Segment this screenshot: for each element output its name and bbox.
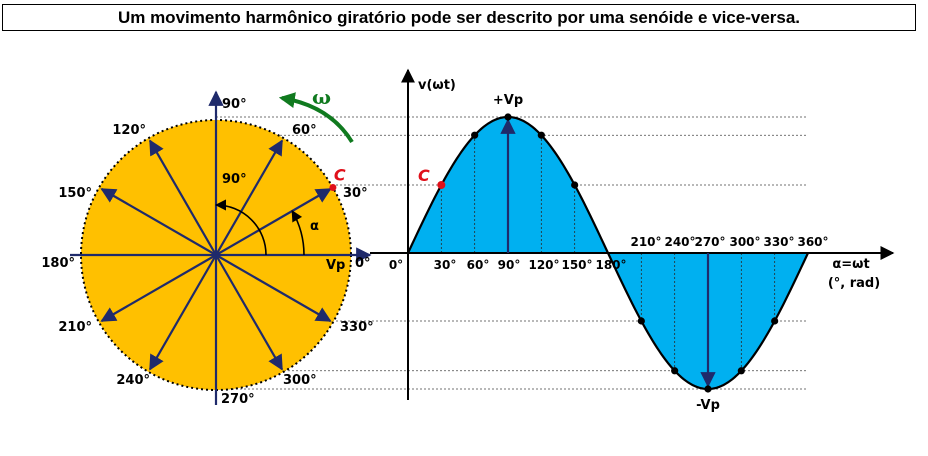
peak-label: +Vp xyxy=(493,93,523,108)
x-tick-label-270: 270° xyxy=(694,235,725,249)
x-axis-label: α=ωt xyxy=(832,257,869,272)
alpha-label: α xyxy=(310,219,319,234)
x-tick-label-360: 360° xyxy=(797,235,828,249)
circle-angle-label-300: 300° xyxy=(283,373,317,388)
vector-330-arrow xyxy=(215,254,332,322)
x-tick-label-90: 90° xyxy=(498,258,521,272)
point-c-circle-label: C xyxy=(334,166,346,185)
x-tick-label-60: 60° xyxy=(467,258,490,272)
page-title: Um movimento harmônico giratório pode se… xyxy=(2,4,916,31)
vector-120-arrow xyxy=(149,139,217,256)
point-c-circle-marker xyxy=(329,184,337,191)
ninety-degree-arc xyxy=(214,199,267,256)
vector-240-arrow xyxy=(149,254,217,371)
omega-rotation-arrow xyxy=(278,92,354,144)
x-tick-label-120: 120° xyxy=(528,258,559,272)
circle-angle-label-60: 60° xyxy=(292,123,317,138)
circle-angle-label-30: 30° xyxy=(343,186,368,201)
data-point-270 xyxy=(704,385,712,393)
circle-angle-label-90: 90° xyxy=(222,97,247,112)
ninety-degree-label: 90° xyxy=(222,172,247,187)
vector-150-arrow xyxy=(100,188,217,256)
data-point-60 xyxy=(471,131,479,139)
data-point-300 xyxy=(737,367,745,375)
vector-300-arrow xyxy=(215,254,283,371)
vector-210-arrow xyxy=(100,254,217,322)
point-c-wave-label: C xyxy=(418,166,430,185)
y-axis-label: v(ωt) xyxy=(418,78,456,93)
circle-angle-label-180: 180° xyxy=(41,256,75,271)
x-tick-label-330: 330° xyxy=(763,235,794,249)
circle-angle-label-330: 330° xyxy=(340,320,374,335)
x-tick-label-240: 240° xyxy=(664,235,695,249)
x-tick-label-30: 30° xyxy=(434,258,457,272)
data-point-150 xyxy=(571,181,579,189)
x-tick-label-180: 180° xyxy=(595,258,626,272)
alpha-angle-arc xyxy=(291,210,305,256)
x-tick-label-150: 150° xyxy=(561,258,592,272)
x-tick-label-0: 0° xyxy=(389,258,403,272)
circle-vp-label: Vp xyxy=(326,258,345,273)
data-point-90 xyxy=(504,113,512,121)
data-point-330 xyxy=(771,317,779,325)
circle-angle-label-270: 270° xyxy=(221,392,255,407)
circle-angle-label-210: 210° xyxy=(58,320,92,335)
data-point-210 xyxy=(637,317,645,325)
circle-angle-label-240: 240° xyxy=(116,373,150,388)
vector-60-arrow xyxy=(215,139,283,256)
omega-label: ω xyxy=(312,85,331,109)
circle-angle-label-0: 0° xyxy=(355,256,371,271)
x-tick-label-210: 210° xyxy=(630,235,661,249)
trough-label: -Vp xyxy=(696,398,720,413)
vector-30-arrow xyxy=(215,188,332,256)
circle-angle-label-120: 120° xyxy=(112,123,146,138)
data-point-240 xyxy=(671,367,679,375)
x-tick-label-300: 300° xyxy=(729,235,760,249)
data-point-120 xyxy=(537,131,545,139)
point-c-wave-marker xyxy=(437,181,446,189)
circle-angle-label-150: 150° xyxy=(58,186,92,201)
x-unit-label: (°, rad) xyxy=(828,276,880,291)
